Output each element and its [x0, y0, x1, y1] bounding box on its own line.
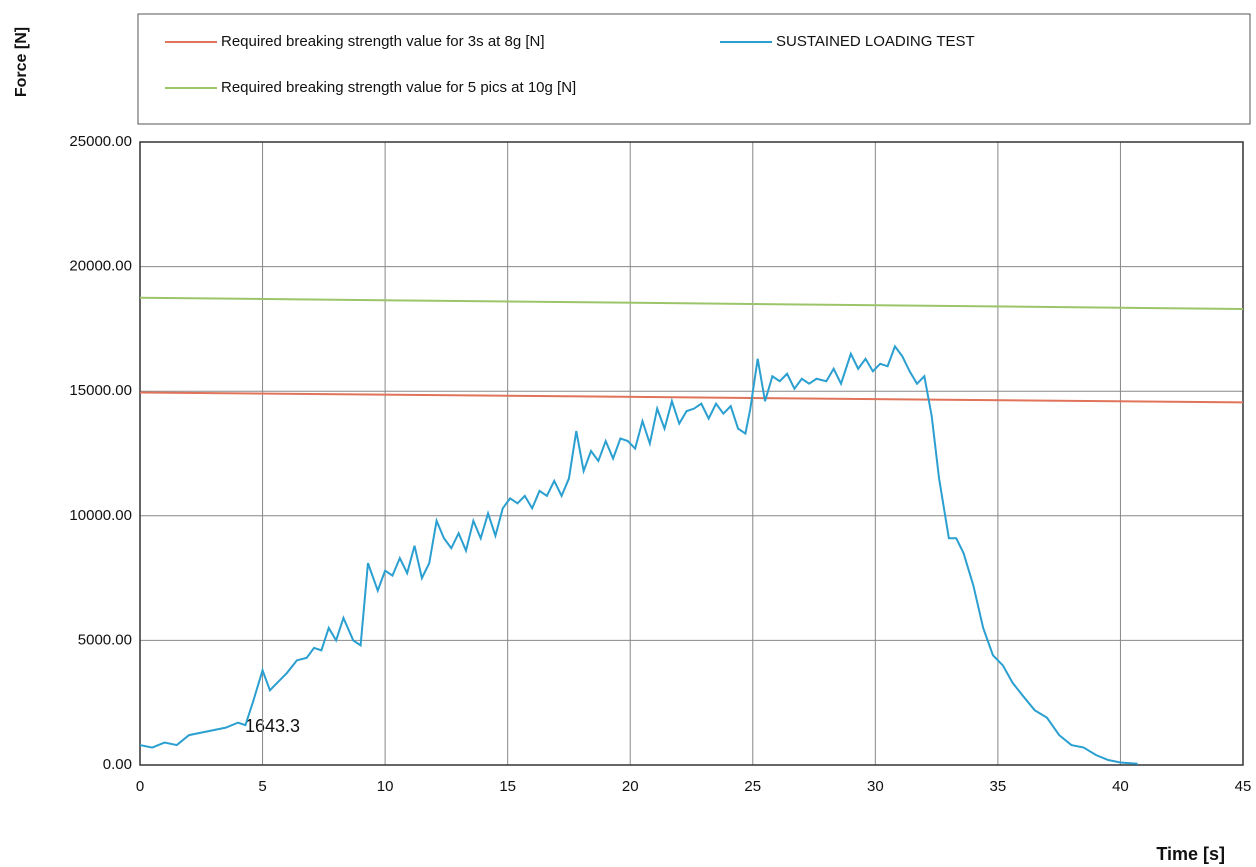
x-tick-label: 30: [867, 778, 884, 795]
series-line: [139, 296, 1244, 310]
x-tick-label: 25: [744, 778, 761, 795]
legend-box: [137, 13, 1251, 125]
y-tick-label: 10000.00: [69, 507, 132, 524]
y-tick-label: 0.00: [103, 756, 132, 773]
y-tick-label: 20000.00: [69, 258, 132, 275]
y-tick-label: 25000.00: [69, 133, 132, 150]
series-line: [139, 391, 1244, 404]
annotation: 1643.3: [245, 716, 300, 736]
x-tick-label: 10: [377, 778, 394, 795]
x-tick-label: 40: [1112, 778, 1129, 795]
x-tick-label: 45: [1235, 778, 1252, 795]
y-axis-label: Force [N]: [13, 27, 30, 97]
x-tick-label: 5: [258, 778, 266, 795]
x-axis-label: Time [s]: [1156, 844, 1225, 864]
x-tick-label: 0: [136, 778, 144, 795]
x-tick-label: 15: [499, 778, 516, 795]
legend-label: SUSTAINED LOADING TEST: [776, 33, 975, 50]
legend-label: Required breaking strength value for 5 p…: [221, 79, 576, 96]
series-line: [139, 344, 1138, 765]
y-tick-label: 5000.00: [78, 631, 132, 648]
x-tick-label: 20: [622, 778, 639, 795]
x-tick-label: 35: [990, 778, 1007, 795]
y-tick-label: 15000.00: [69, 382, 132, 399]
plot-frame: [139, 141, 1244, 766]
legend-label: Required breaking strength value for 3s …: [221, 33, 545, 50]
